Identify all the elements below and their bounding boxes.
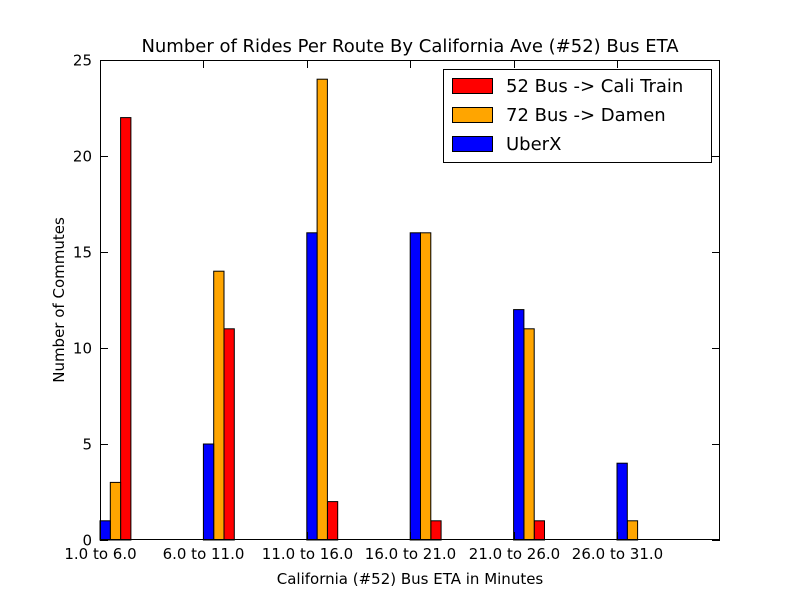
y-tick-label-0: 0 xyxy=(82,532,92,550)
x-axis: 1.0 to 6.0 6.0 to 11.0 11.0 to 16.0 16.0 to… xyxy=(64,60,663,563)
y-axis: 0 5 10 15 20 25 xyxy=(73,52,720,550)
bar-52-bus-cali-train-3 xyxy=(430,520,442,541)
legend-swatch-72-bus-damen xyxy=(452,107,493,123)
bar-uberx-5 xyxy=(616,462,628,541)
bar-72-bus-damen-0 xyxy=(109,481,122,541)
bar-52-bus-cali-train-1 xyxy=(223,328,235,541)
x-tick-label-4: 21.0 to 26.0 xyxy=(469,545,560,563)
bar-72-bus-damen-1 xyxy=(213,270,225,541)
bar-uberx-1 xyxy=(202,443,215,541)
bar-uberx-0 xyxy=(99,520,111,541)
legend-swatch-52-bus-cali-train xyxy=(452,78,493,94)
bar-52-bus-cali-train-0 xyxy=(120,117,132,541)
bar-uberx-3 xyxy=(409,232,422,541)
bar-uberx-4 xyxy=(513,309,525,541)
x-axis-label: California (#52) Bus ETA in Minutes xyxy=(277,570,544,588)
x-tick-label-3: 16.0 to 21.0 xyxy=(365,545,456,563)
x-tick-label-5: 26.0 to 31.0 xyxy=(572,545,663,563)
y-tick-label-20: 20 xyxy=(73,148,92,166)
x-tick-label-2: 11.0 to 16.0 xyxy=(262,545,353,563)
legend-label-uberx: UberX xyxy=(506,134,561,155)
y-tick-label-10: 10 xyxy=(73,340,92,358)
x-tick-label-1: 6.0 to 11.0 xyxy=(163,545,245,563)
chart-title: Number of Rides Per Route By California … xyxy=(141,36,679,57)
bar-uberx-2 xyxy=(306,232,318,541)
y-tick-label-5: 5 xyxy=(82,436,92,454)
bar-72-bus-damen-4 xyxy=(523,328,535,541)
y-axis-label: Number of Commutes xyxy=(50,217,68,383)
bar-72-bus-damen-5 xyxy=(626,520,639,541)
y-tick-label-15: 15 xyxy=(73,244,92,262)
y-tick-label-25: 25 xyxy=(73,52,92,70)
bar-52-bus-cali-train-2 xyxy=(326,501,339,541)
legend-swatch-uberx xyxy=(452,136,493,152)
x-tick-label-0: 1.0 to 6.0 xyxy=(64,545,136,563)
bar-72-bus-damen-2 xyxy=(316,78,328,541)
bar-72-bus-damen-3 xyxy=(420,232,432,541)
bar-52-bus-cali-train-4 xyxy=(533,520,546,541)
legend-label-72-bus-damen: 72 Bus -> Damen xyxy=(506,105,666,126)
legend: 52 Bus -> Cali Train 72 Bus -> Damen UberX xyxy=(443,69,712,163)
legend-label-52-bus-cali-train: 52 Bus -> Cali Train xyxy=(506,76,683,97)
